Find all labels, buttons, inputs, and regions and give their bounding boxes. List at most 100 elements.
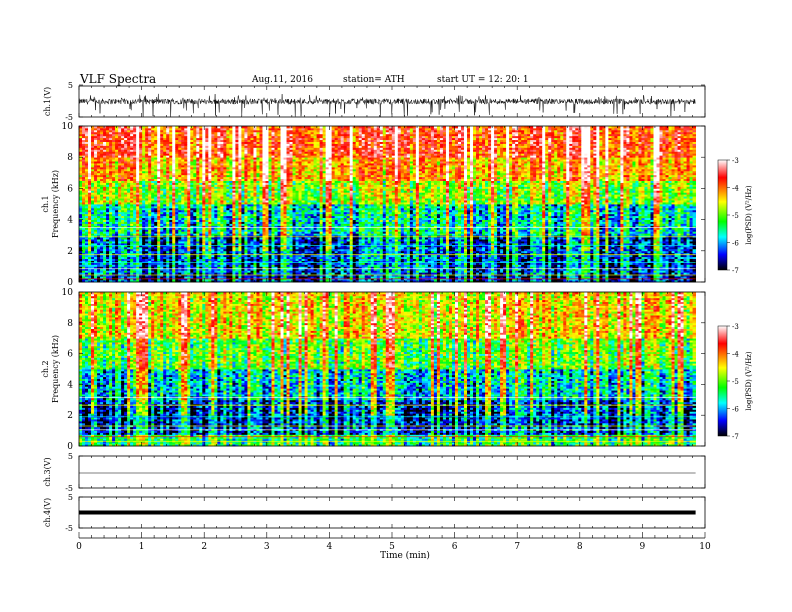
ch1-spectrogram-cell <box>97 252 101 256</box>
ch1-spectrogram-cell <box>127 196 131 199</box>
ch1-spectrogram-cell <box>151 239 155 242</box>
ch1-spectrogram-cell <box>94 264 98 267</box>
ch1-spectrogram-cell <box>133 250 137 254</box>
ch1-spectrogram-cell <box>130 174 134 178</box>
ch1-spectrogram-cell <box>151 186 155 189</box>
ch1-spectrogram-cell <box>94 244 98 248</box>
ch1-spectrogram-cell <box>121 223 125 226</box>
ch1-spectrogram-cell <box>103 192 107 195</box>
ch1-spectrogram-cell <box>91 141 95 144</box>
ch1-spectrogram-cell <box>133 133 137 137</box>
ch1-spectrogram-cell <box>160 182 164 185</box>
ch1-spectrogram-cell <box>115 211 119 215</box>
ch1-spectrogram-cell <box>97 186 101 189</box>
ch1-spectrogram-cell <box>103 211 107 215</box>
ch1-spectrogram-cell <box>145 153 149 156</box>
ch1-spectrogram-cell <box>127 163 131 166</box>
ch1-spectrogram-cell <box>103 264 107 267</box>
ch1-spectrogram-cell <box>103 241 107 244</box>
ch1-spectrogram-cell <box>121 161 125 164</box>
ch1-spectrogram-cell <box>115 131 119 135</box>
ch1-spectrogram-cell <box>109 143 113 146</box>
ch1-spectrogram-cell <box>124 131 128 135</box>
ch1-spectrogram-cell <box>136 280 140 283</box>
ch1-spectrogram-cell <box>124 207 128 211</box>
ch1-spectrogram-cell <box>148 180 152 183</box>
ch1-spectrogram-cell <box>109 126 113 129</box>
ch1-spectrogram-cell <box>103 196 107 199</box>
ch1-spectrogram-cell <box>103 239 107 242</box>
ch1-spectrogram-cell <box>124 204 128 207</box>
ch1-spectrogram-cell <box>88 137 92 141</box>
ch1-spectrogram-cell <box>163 264 167 267</box>
ch1-spectrogram-cell <box>121 229 125 232</box>
ch1-spectrogram-cell <box>145 207 149 211</box>
ch1-spectrogram-cell <box>88 264 92 267</box>
ch1-spectrogram-cell <box>154 163 158 166</box>
ch1-spectrogram-cell <box>88 223 92 226</box>
ch1-spectrogram-cell <box>142 233 146 236</box>
ch1-spectrogram-cell <box>112 239 116 242</box>
ch1-spectrogram-cell <box>115 182 119 185</box>
ch1-spectrogram-cell <box>97 170 101 174</box>
ch1-spectrogram-cell <box>148 272 152 275</box>
ch1-spectrogram-cell <box>100 239 104 242</box>
ch1-spectrogram-cell <box>100 231 104 234</box>
ch1-spectrogram-cell <box>106 163 110 166</box>
ch1-spectrogram-cell <box>112 205 116 209</box>
ch1-spectrogram-cell <box>91 135 95 139</box>
ch1-spectrogram-cell <box>112 200 116 203</box>
ch1-spectrogram-cell <box>85 211 89 215</box>
ch1-spectrogram-cell <box>103 262 107 265</box>
ch1-spectrogram-cell <box>136 252 140 256</box>
ch1-spectrogram-cell <box>82 141 86 144</box>
ch1-spectrogram-cell <box>142 260 146 263</box>
ch1-spectrogram-cell <box>82 246 86 250</box>
ch1-spectrogram-cell <box>91 219 95 222</box>
ch1-spectrogram-cell <box>160 264 164 267</box>
ch1-spectrogram-cell <box>112 250 116 254</box>
ch1-spectrogram-cell <box>82 270 86 273</box>
ch1-spectrogram-cell <box>163 231 167 234</box>
ch1-spectrogram-cell <box>157 233 161 236</box>
ch1-spectrogram-cell <box>115 200 119 203</box>
ch1-spectrogram-cell <box>115 196 119 199</box>
ch1-spectrogram-cell <box>151 180 155 183</box>
ch1-spectrogram-cell <box>148 266 152 269</box>
ch1-spectrogram-cell <box>154 135 158 139</box>
ch1-spectrogram-cell <box>103 205 107 209</box>
ch1-spectrogram-cell <box>148 280 152 283</box>
ch1-spectrogram-cell <box>127 260 131 263</box>
ch1-spectrogram-cell <box>163 126 167 129</box>
ch1-spectrogram-cell <box>160 225 164 228</box>
ch1-spectrogram-cell <box>142 198 146 201</box>
ch1-spectrogram-cell <box>130 215 134 219</box>
ch1-spectrogram-cell <box>136 250 140 254</box>
ch1-spectrogram-cell <box>82 241 86 244</box>
ch1-spectrogram-cell <box>163 170 167 174</box>
ch1-spectrogram-cell <box>160 207 164 211</box>
ch1-spectrogram-cell <box>142 143 146 146</box>
ch1-spectrogram-cell <box>151 215 155 219</box>
ch1-spectrogram-cell <box>130 217 134 220</box>
ch1-spectrogram-cell <box>91 163 95 166</box>
ch1-spectrogram-cell <box>148 239 152 242</box>
ch1-spectrogram-cell <box>139 192 143 195</box>
ch1-spectrogram-cell <box>103 151 107 154</box>
ch1-spectrogram-cell <box>124 262 128 265</box>
ch1-spectrogram-cell <box>133 174 137 178</box>
ch1-spectrogram-cell <box>154 241 158 244</box>
ch1-spectrogram-cell <box>106 204 110 207</box>
ch1-spectrogram-cell <box>118 155 122 158</box>
ch1-spectrogram-cell <box>103 137 107 141</box>
ch1-spectrogram-cell <box>160 159 164 162</box>
ch1-spectrogram-cell <box>127 270 131 273</box>
ch1-spectrogram-cell <box>133 217 137 220</box>
ch1-spectrogram-cell <box>136 180 140 183</box>
ch1-spectrogram-cell <box>157 280 161 283</box>
ch1-spectrogram-cell <box>124 209 128 213</box>
ch1-spectrogram-cell <box>163 209 167 213</box>
ch1-spectrogram-cell <box>85 243 89 246</box>
ch1-spectrogram-cell <box>91 209 95 213</box>
ch1-spectrogram-cell <box>151 254 155 258</box>
